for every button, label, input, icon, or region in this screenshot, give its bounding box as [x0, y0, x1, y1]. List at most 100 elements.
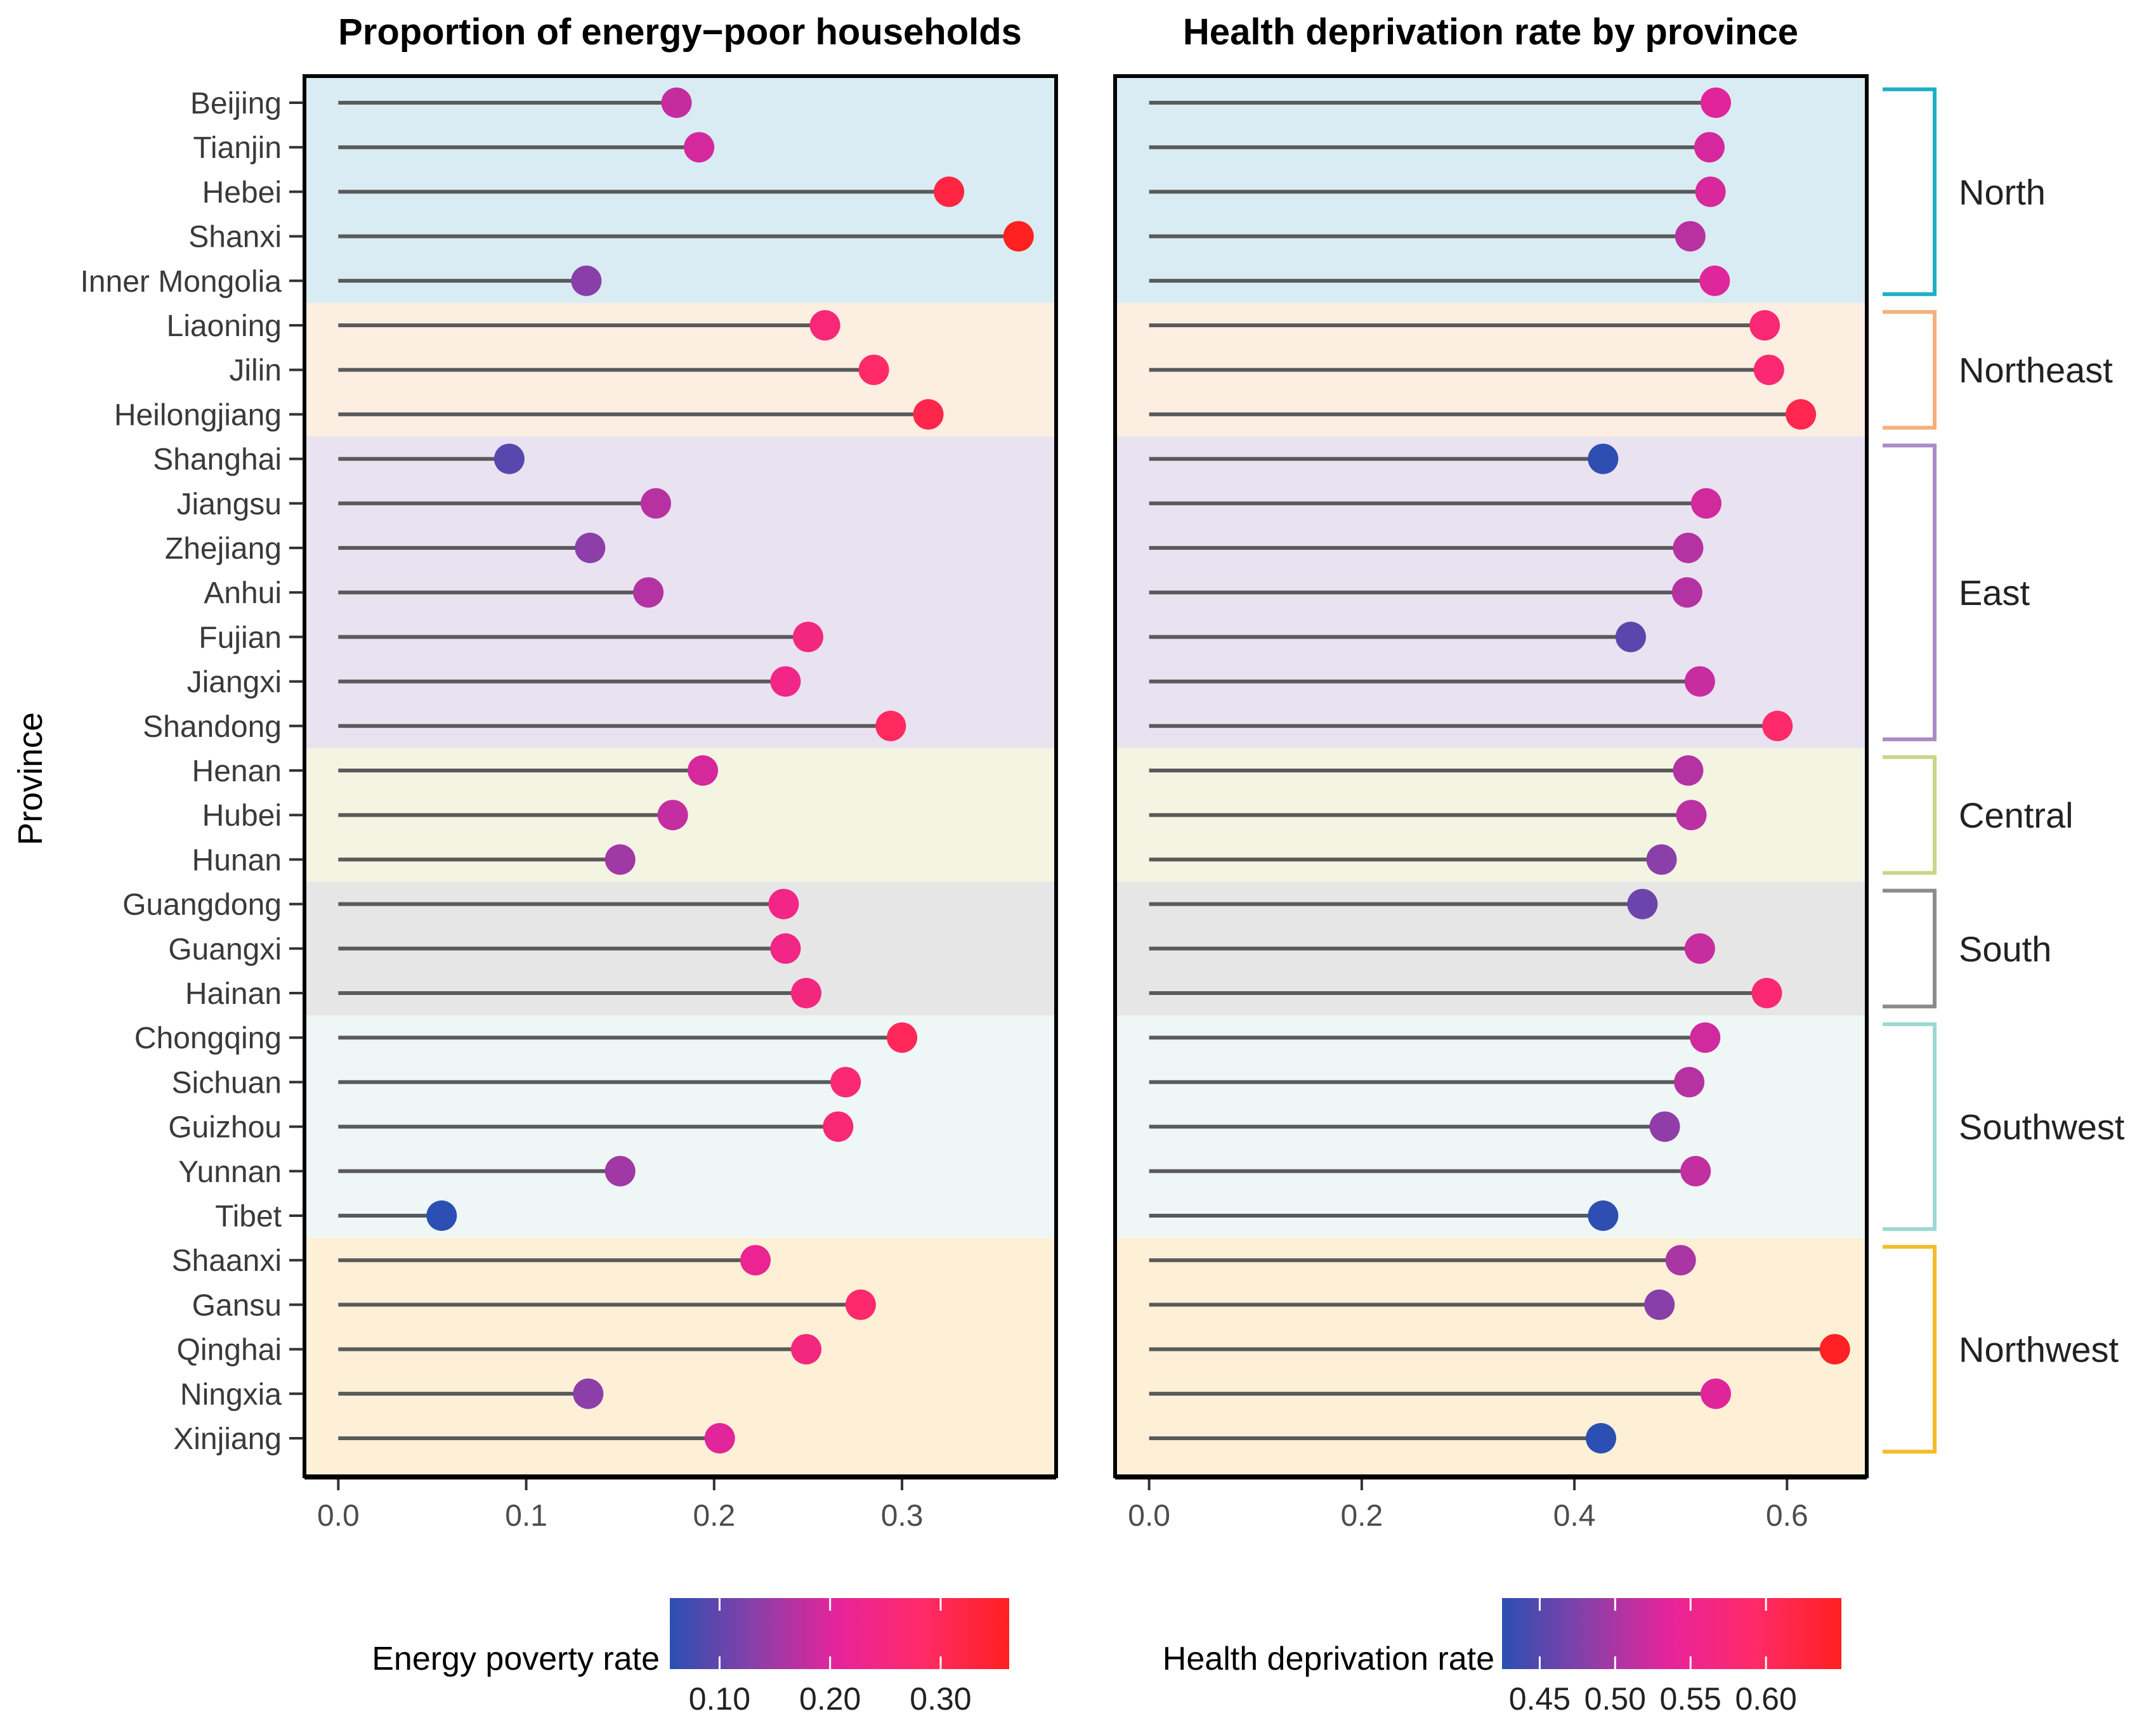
- right-legend-tick-label-3: 0.60: [1735, 1681, 1796, 1717]
- health-deprivation-legend: Health deprivation rate 0.45 0.50 0.55 0.60: [1163, 1598, 1841, 1717]
- region-label-south: South: [1959, 929, 2051, 969]
- region-label-southwest: Southwest: [1959, 1107, 2125, 1147]
- left-legend-tick-label-0: 0.10: [689, 1681, 750, 1717]
- right-point-30: [1585, 1423, 1616, 1453]
- region-bracket-northwest: [1883, 1245, 1937, 1454]
- province-label-24: Yunnan: [178, 1155, 282, 1189]
- province-label-6: Jilin: [229, 354, 282, 387]
- province-label-17: Hunan: [192, 843, 282, 877]
- energy-poverty-legend-ticks: 0.10 0.20 0.30: [689, 1598, 972, 1717]
- left-point-3: [1003, 221, 1034, 252]
- right-point-28: [1819, 1334, 1850, 1365]
- province-label-23: Guizhou: [168, 1111, 282, 1145]
- left-region-backgrounds: [304, 76, 1056, 1476]
- health-deprivation-legend-title: Health deprivation rate: [1163, 1641, 1494, 1677]
- province-label-11: Anhui: [204, 576, 282, 610]
- left-point-13: [770, 666, 801, 697]
- right-point-10: [1673, 533, 1704, 563]
- right-point-11: [1671, 577, 1702, 608]
- energy-poverty-panel: Proportion of energy−poor households 0.0…: [303, 11, 1058, 1533]
- left-point-21: [887, 1022, 918, 1053]
- region-label-central: Central: [1959, 795, 2074, 835]
- province-label-8: Shanghai: [153, 443, 282, 477]
- right-region-backgrounds: [1115, 76, 1867, 1476]
- province-label-25: Tibet: [215, 1200, 282, 1233]
- right-point-16: [1676, 800, 1707, 831]
- right-tick-label-0: 0.0: [1128, 1499, 1170, 1533]
- left-tick-label-1: 0.1: [505, 1499, 547, 1533]
- region-label-north: North: [1959, 172, 2046, 212]
- right-point-17: [1646, 844, 1677, 875]
- right-point-23: [1649, 1111, 1680, 1142]
- left-point-14: [875, 710, 906, 741]
- right-legend-tick-label-1: 0.50: [1584, 1681, 1646, 1717]
- province-label-27: Gansu: [192, 1289, 282, 1322]
- province-label-1: Tianjin: [193, 131, 282, 165]
- province-label-28: Qinghai: [177, 1334, 282, 1367]
- left-x-axis: 0.0 0.1 0.2 0.3: [304, 1477, 1056, 1533]
- province-label-18: Guangdong: [122, 888, 282, 922]
- region-bracket-east: [1883, 443, 1937, 741]
- right-point-9: [1690, 488, 1722, 519]
- left-point-15: [688, 755, 719, 786]
- right-point-5: [1749, 310, 1780, 341]
- region-label-northwest: Northwest: [1959, 1330, 2119, 1370]
- left-point-25: [426, 1200, 457, 1231]
- right-point-19: [1684, 933, 1715, 964]
- right-point-24: [1680, 1155, 1711, 1187]
- province-label-2: Hebei: [202, 176, 282, 209]
- right-point-8: [1588, 443, 1619, 474]
- province-label-26: Shaanxi: [172, 1244, 282, 1278]
- right-tick-label-1: 0.2: [1340, 1499, 1383, 1533]
- right-point-25: [1588, 1200, 1619, 1231]
- right-point-1: [1694, 132, 1725, 163]
- right-legend-tick-label-2: 0.55: [1660, 1681, 1722, 1717]
- right-point-6: [1753, 354, 1784, 386]
- left-tick-label-3: 0.3: [881, 1499, 924, 1533]
- region-bracket-southwest: [1883, 1022, 1937, 1232]
- left-point-2: [934, 176, 965, 207]
- right-panel-title: Health deprivation rate by province: [1183, 11, 1798, 53]
- left-point-4: [571, 265, 602, 296]
- energy-poverty-legend-title: Energy poverty rate: [372, 1641, 660, 1677]
- left-point-22: [830, 1067, 861, 1098]
- province-label-13: Jiangxi: [187, 666, 282, 699]
- right-point-22: [1674, 1067, 1705, 1098]
- right-point-29: [1700, 1378, 1731, 1409]
- left-point-28: [790, 1334, 821, 1365]
- province-label-0: Beijing: [190, 87, 282, 120]
- left-point-23: [823, 1111, 854, 1142]
- left-point-20: [790, 978, 821, 1008]
- region-brackets: North Northeast East Central South Southwest N…: [1883, 87, 2125, 1454]
- right-tick-label-2: 0.4: [1553, 1499, 1596, 1533]
- province-label-12: Fujian: [199, 621, 282, 654]
- left-point-12: [792, 621, 823, 653]
- province-label-15: Henan: [192, 755, 282, 788]
- right-point-3: [1675, 221, 1706, 252]
- energy-poverty-colorbar: [670, 1598, 1009, 1669]
- region-label-east: East: [1959, 573, 2030, 613]
- left-panel-title: Proportion of energy−poor households: [338, 11, 1022, 53]
- left-point-19: [770, 933, 801, 964]
- right-lollipop-marks: [1149, 88, 1850, 1453]
- left-legend-tick-label-2: 0.30: [910, 1681, 971, 1717]
- left-point-17: [604, 844, 636, 875]
- province-label-9: Jiangsu: [177, 488, 282, 521]
- energy-poverty-legend: Energy poverty rate 0.10 0.20 0.30: [372, 1598, 1009, 1717]
- left-point-7: [913, 399, 944, 430]
- right-region-bg-north: [1115, 76, 1867, 303]
- province-label-16: Hubei: [202, 799, 282, 833]
- left-region-bg-northwest: [304, 1238, 1056, 1476]
- province-label-29: Ningxia: [180, 1378, 282, 1412]
- left-point-10: [575, 533, 606, 563]
- left-tick-label-0: 0.0: [317, 1499, 360, 1533]
- province-label-14: Shandong: [143, 710, 282, 744]
- left-point-24: [604, 1155, 636, 1187]
- region-bracket-north: [1883, 87, 1937, 296]
- right-x-axis: 0.0 0.2 0.4 0.6: [1115, 1477, 1867, 1533]
- left-point-6: [858, 354, 889, 386]
- province-label-7: Heilongjiang: [114, 398, 282, 432]
- right-legend-tick-label-0: 0.45: [1509, 1681, 1571, 1717]
- left-legend-tick-label-1: 0.20: [799, 1681, 861, 1717]
